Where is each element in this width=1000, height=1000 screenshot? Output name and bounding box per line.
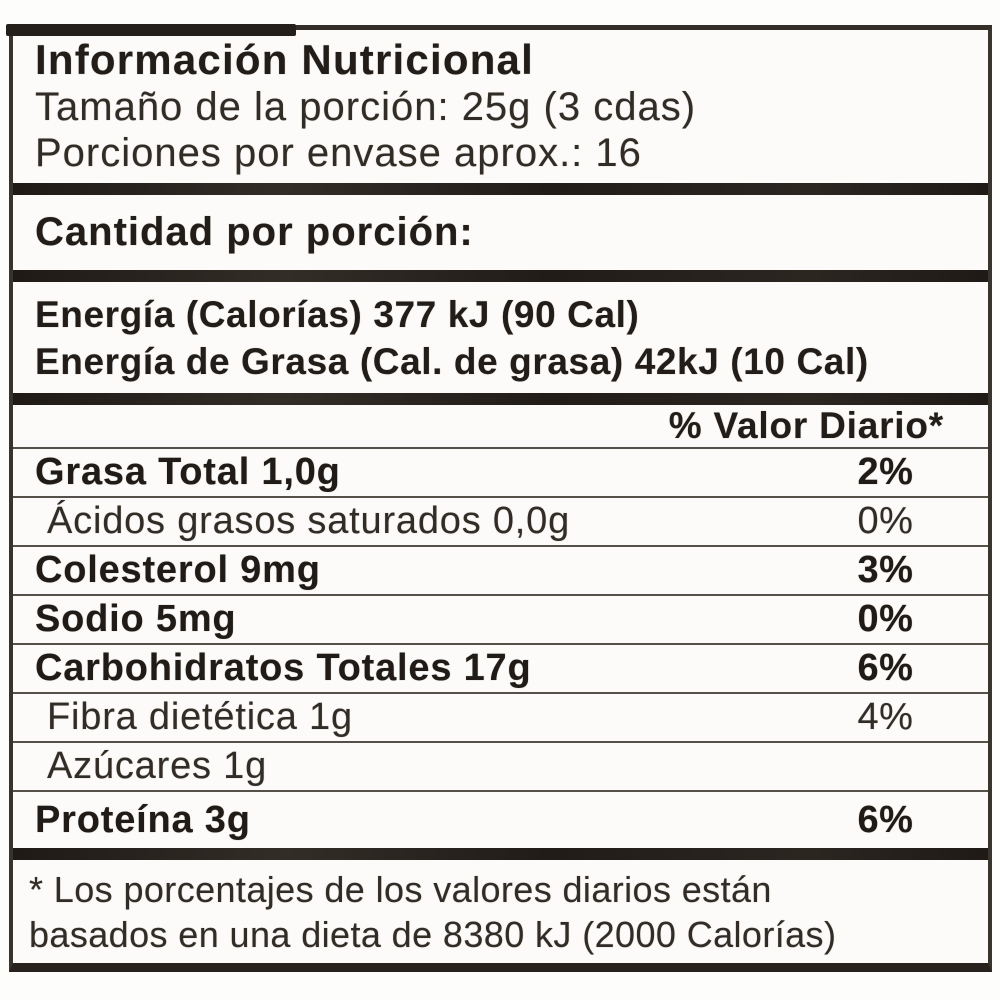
label-title: Información Nutricional bbox=[35, 36, 534, 83]
energy-fat-text: Energía de Grasa (Cal. de grasa) 42kJ (1… bbox=[35, 340, 869, 382]
nutrient-daily-value: 3% bbox=[857, 549, 914, 591]
header-section: Información Nutricional Tamaño de la por… bbox=[13, 30, 988, 183]
nutrient-daily-value: 0% bbox=[857, 500, 914, 542]
section-divider-bar bbox=[13, 270, 988, 282]
nutrient-label: Sodio 5mg bbox=[35, 598, 237, 640]
footnote-line-1: * Los porcentajes de los valores diarios… bbox=[29, 868, 772, 910]
amount-per-serving-section: Cantidad por porción: bbox=[13, 195, 988, 270]
amount-per-serving-text: Cantidad por porción: bbox=[35, 210, 474, 254]
nutrient-label: Carbohidratos Totales 17g bbox=[35, 647, 532, 689]
nutrient-label: Colesterol 9mg bbox=[35, 549, 321, 591]
nutrient-daily-value: 6% bbox=[857, 798, 914, 841]
nutrition-facts-box: Información Nutricional Tamaño de la por… bbox=[9, 25, 992, 972]
section-divider-bar bbox=[13, 393, 988, 405]
table-row-protein: Proteína 3g 6% bbox=[13, 790, 988, 848]
nutrient-daily-value: 6% bbox=[857, 647, 914, 689]
nutrient-label: Grasa Total 1,0g bbox=[35, 451, 341, 493]
nutrient-label: Proteína 3g bbox=[35, 798, 251, 841]
energy-calories-text: Energía (Calorías) 377 kJ (90 Cal) bbox=[35, 293, 640, 335]
footnote-section: * Los porcentajes de los valores diarios… bbox=[13, 860, 988, 963]
table-row-total-fat: Grasa Total 1,0g 2% bbox=[13, 447, 988, 496]
section-divider-bar bbox=[13, 848, 988, 860]
nutrient-daily-value: 4% bbox=[857, 696, 914, 738]
nutrients-table: % Valor Diario* Grasa Total 1,0g 2% Ácid… bbox=[13, 405, 988, 848]
top-border-accent bbox=[6, 24, 296, 36]
section-divider-bar bbox=[13, 183, 988, 195]
nutrient-label: Ácidos grasos saturados 0,0g bbox=[47, 500, 571, 542]
nutrient-label: Azúcares 1g bbox=[47, 745, 268, 787]
table-row-saturated-fat: Ácidos grasos saturados 0,0g 0% bbox=[13, 496, 988, 545]
table-row-total-carbohydrate: Carbohidratos Totales 17g 6% bbox=[13, 643, 988, 692]
nutrient-daily-value: 2% bbox=[857, 451, 914, 493]
nutrient-daily-value: 0% bbox=[857, 598, 914, 640]
nutrient-label: Fibra dietética 1g bbox=[47, 696, 353, 738]
energy-section: Energía (Calorías) 377 kJ (90 Cal) Energ… bbox=[13, 282, 988, 393]
table-row-sodium: Sodio 5mg 0% bbox=[13, 594, 988, 643]
daily-value-header-row: % Valor Diario* bbox=[13, 405, 988, 447]
table-row-dietary-fiber: Fibra dietética 1g 4% bbox=[13, 692, 988, 741]
daily-value-header: % Valor Diario* bbox=[668, 405, 944, 446]
table-row-sugars: Azúcares 1g bbox=[13, 741, 988, 790]
servings-per-container-text: Porciones por envase aprox.: 16 bbox=[35, 131, 642, 175]
table-row-cholesterol: Colesterol 9mg 3% bbox=[13, 545, 988, 594]
serving-size-text: Tamaño de la porción: 25g (3 cdas) bbox=[35, 85, 697, 129]
footnote-line-2: basados en una dieta de 8380 kJ (2000 Ca… bbox=[29, 913, 837, 955]
